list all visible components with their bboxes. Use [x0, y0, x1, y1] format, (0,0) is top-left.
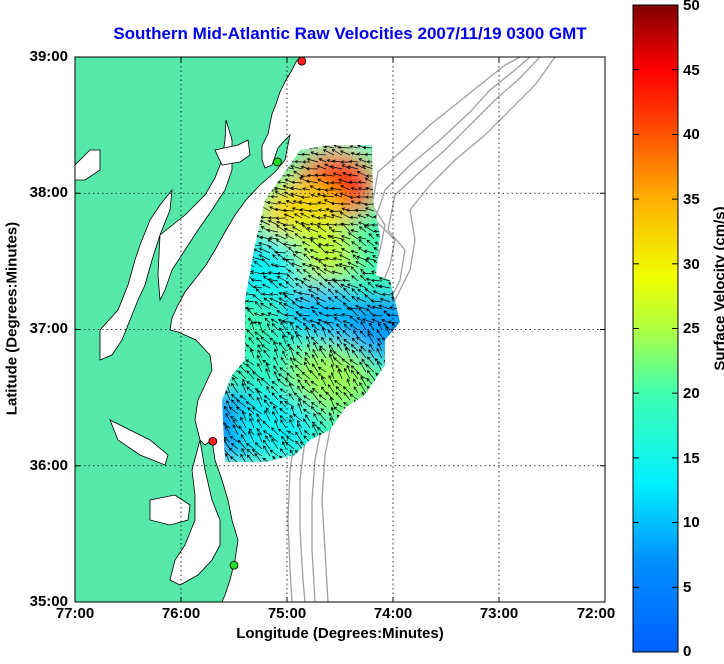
x-tick-label: 73:00 [469, 605, 529, 622]
y-tick-label: 39:00 [8, 48, 68, 65]
station-marker-red [298, 57, 306, 65]
colorbar-tick-label: 25 [683, 320, 700, 337]
station-marker-green [230, 561, 238, 569]
colorbar-tick-label: 40 [683, 126, 700, 143]
y-tick-label: 38:00 [8, 184, 68, 201]
colorbar-label: Surface Velocity (cm/s) [712, 189, 724, 389]
x-tick-label: 72:00 [566, 605, 626, 622]
y-tick-label: 37:00 [8, 320, 68, 337]
map-title: Southern Mid-Atlantic Raw Velocities 200… [60, 24, 640, 44]
colorbar [633, 5, 678, 652]
y-tick-label: 35:00 [8, 593, 68, 610]
x-tick-label: 76:00 [151, 605, 211, 622]
y-axis-label: Latitude (Degrees:Minutes) [4, 219, 21, 419]
station-marker-red [209, 437, 217, 445]
colorbar-tick-label: 10 [683, 514, 700, 531]
x-tick-label: 74:00 [363, 605, 423, 622]
colorbar-tick-label: 15 [683, 450, 700, 467]
colorbar-tick-label: 5 [683, 579, 691, 596]
colorbar-tick-label: 50 [683, 0, 700, 14]
colorbar-tick-label: 35 [683, 191, 700, 208]
colorbar-tick-label: 0 [683, 643, 691, 660]
colorbar-tick-label: 20 [683, 385, 700, 402]
y-tick-label: 36:00 [8, 457, 68, 474]
station-marker-green [273, 158, 281, 166]
x-axis-label: Longitude (Degrees:Minutes) [75, 625, 605, 642]
colorbar-tick-label: 45 [683, 62, 700, 79]
colorbar-tick-label: 30 [683, 256, 700, 273]
x-tick-label: 75:00 [257, 605, 317, 622]
